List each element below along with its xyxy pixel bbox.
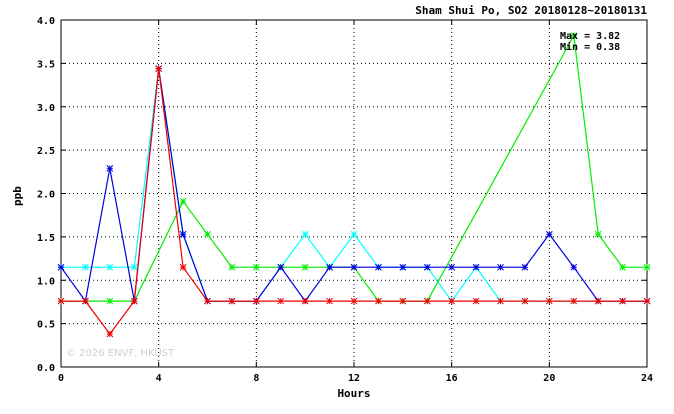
tick-labels: 0 4 8 12 16 20 24 0.0 0.5 1.0 1.5 2.0 2.5 3.0 3.5 4.0 [37,16,653,384]
y-tick-label: 4.0 [37,16,55,27]
data-point-marker [301,263,309,271]
data-point-marker [570,297,578,305]
x-tick-label: 12 [348,373,360,384]
y-tick-label: 2.5 [37,146,55,157]
data-point-marker [399,263,407,271]
data-point-marker [643,263,651,271]
watermark: © 2026 ENVF, HKUST [66,348,175,359]
data-point-marker [277,263,285,271]
data-point-marker [106,164,114,172]
data-point-marker [497,297,504,305]
data-point-marker [423,263,431,271]
data-point-marker [472,263,480,271]
data-point-marker [277,297,285,305]
data-point-marker [57,263,65,271]
y-axis-label: ppb [11,186,24,206]
data-point-marker [57,297,65,305]
data-point-marker [619,297,626,305]
data-point-marker [82,263,89,271]
data-point-marker [179,197,187,205]
data-point-marker [545,230,553,238]
data-point-marker [130,297,138,305]
data-point-marker [570,263,578,271]
data-point-marker [301,297,309,305]
data-point-marker [228,263,236,271]
series-layer [57,32,651,338]
data-point-marker [448,263,456,271]
grid-lines [61,20,647,367]
x-axis-label: Hours [337,387,370,400]
data-point-marker [228,297,236,305]
data-point-marker [204,230,211,238]
data-point-marker [179,263,187,271]
y-tick-label: 3.0 [37,103,55,114]
data-point-marker [399,297,407,305]
max-annotation: Max = 3.82 [560,31,620,42]
x-tick-label: 4 [156,373,162,384]
data-point-marker [594,297,602,305]
data-point-marker [179,230,187,238]
data-point-marker [497,263,504,271]
data-point-marker [545,297,553,305]
data-point-marker [252,297,260,305]
data-point-marker [521,297,529,305]
data-point-marker [521,263,529,271]
x-tick-label: 8 [253,373,259,384]
series-3 [57,65,651,338]
data-point-marker [106,297,114,305]
x-tick-label: 16 [446,373,458,384]
y-tick-label: 0.0 [37,363,55,374]
chart-title: Sham Shui Po, SO2 20180128~20180131 [415,4,647,17]
data-point-marker [594,230,602,238]
y-tick-label: 0.5 [37,320,55,331]
data-point-marker [106,330,114,338]
data-point-marker [448,297,456,305]
data-point-marker [423,297,431,305]
data-point-marker [350,263,358,271]
data-point-marker [252,263,260,271]
y-tick-label: 1.5 [37,233,55,244]
data-point-marker [350,230,358,238]
data-point-marker [301,230,309,238]
x-tick-label: 24 [641,373,653,384]
data-point-marker [570,32,578,39]
data-point-marker [204,297,211,305]
data-point-marker [472,297,480,305]
data-point-marker [350,297,358,305]
data-point-marker [326,297,333,305]
data-point-marker [326,263,333,271]
data-point-marker [82,297,89,305]
min-annotation: Min = 0.38 [560,41,620,53]
data-point-marker [643,297,651,305]
data-point-marker [106,263,114,271]
x-tick-label: 20 [543,373,555,384]
data-point-marker [155,65,163,72]
y-tick-label: 3.5 [37,59,55,70]
y-tick-label: 2.0 [37,190,55,201]
data-point-marker [375,263,382,271]
data-point-marker [375,297,382,305]
x-tick-label: 0 [58,373,64,384]
data-point-marker [130,263,138,271]
y-tick-label: 1.0 [37,276,55,287]
data-point-marker [619,263,626,271]
